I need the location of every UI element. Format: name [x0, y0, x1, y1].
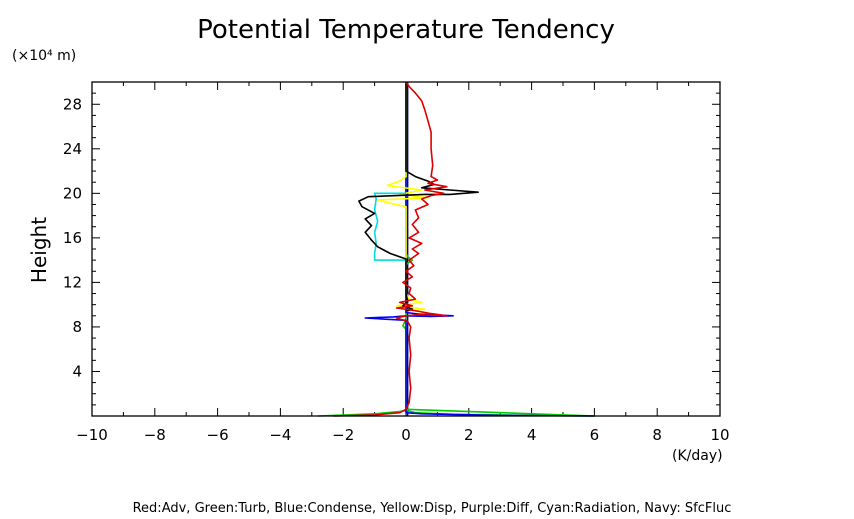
series-line-yellow-disp: [376, 82, 429, 313]
x-tick-label: 2: [464, 426, 474, 444]
y-unit-label: (×10⁴ m): [12, 48, 76, 64]
series-line-green-turb: [318, 82, 596, 417]
x-tick-label: 4: [527, 426, 537, 444]
x-tick-label: −6: [207, 426, 229, 444]
y-tick-label: 20: [63, 184, 82, 202]
y-tick-label: 24: [63, 140, 82, 158]
y-tick-label: 28: [63, 95, 82, 113]
series-line-black: [358, 82, 480, 313]
series-line-cyan-radiation: [373, 192, 406, 261]
plot-frame: [91, 81, 721, 417]
y-tick-label: 16: [63, 229, 82, 247]
x-tick-label: 0: [401, 426, 411, 444]
series-group: [318, 81, 596, 417]
y-tick-label: 4: [72, 362, 82, 380]
chart-title: Potential Temperature Tendency: [197, 15, 615, 45]
x-tick-label: −10: [76, 426, 108, 444]
series-line-blue-condense: [364, 82, 595, 417]
x-tick-label: 10: [710, 426, 729, 444]
x-tick-label: −2: [332, 426, 354, 444]
x-tick-label: −4: [269, 426, 291, 444]
y-tick-label: 12: [63, 273, 82, 291]
series-line-red-adv: [333, 81, 448, 417]
y-tick-label: 8: [72, 318, 82, 336]
x-tick-label: 6: [590, 426, 600, 444]
legend-note: Red:Adv, Green:Turb, Blue:Condense, Yell…: [133, 501, 732, 516]
x-axis-label: (K/day): [672, 448, 723, 464]
x-tick-label: −8: [144, 426, 166, 444]
x-tick-label: 8: [652, 426, 662, 444]
y-axis-label: Height: [27, 217, 51, 283]
